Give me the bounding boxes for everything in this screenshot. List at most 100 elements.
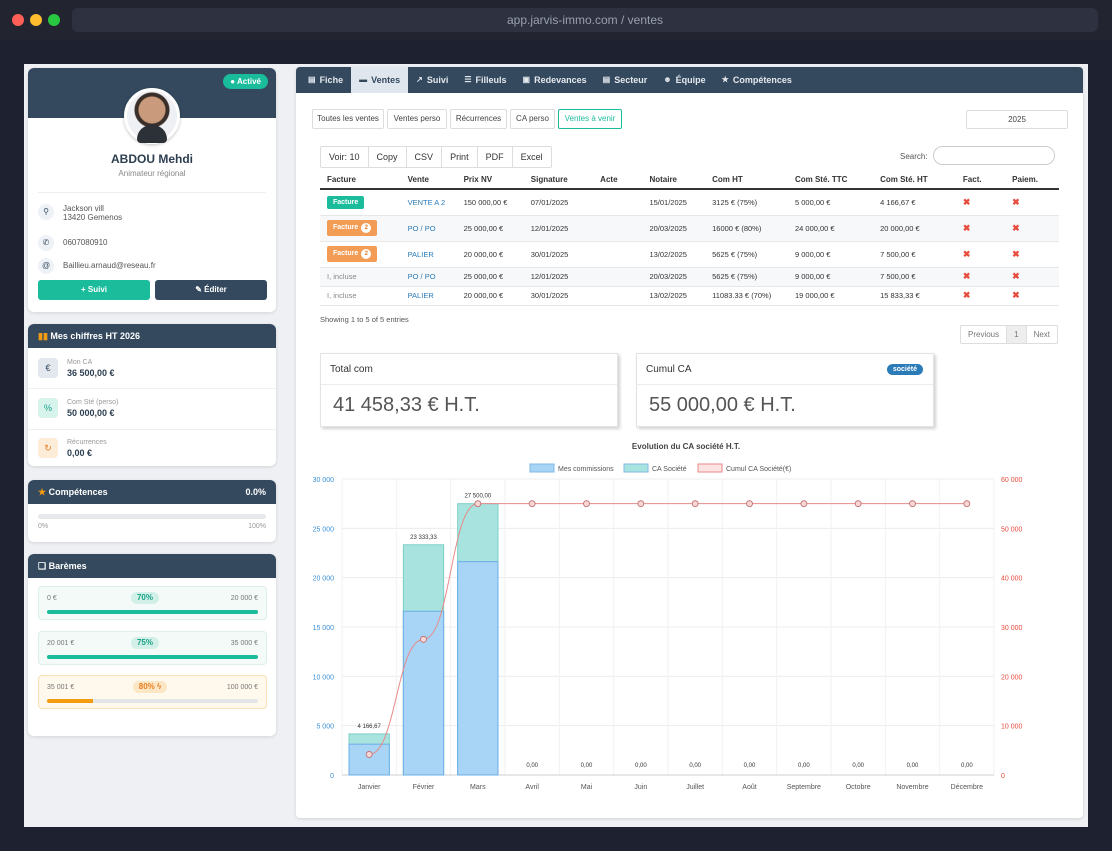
cross-icon[interactable]: ✖ — [1012, 271, 1020, 281]
column-header[interactable]: Signature — [523, 171, 594, 190]
stat-label: Récurrences — [67, 438, 107, 446]
cross-icon[interactable]: ✖ — [1012, 196, 1020, 207]
cross-icon[interactable]: ✖ — [1012, 248, 1020, 259]
page-length-button[interactable]: Voir: 10 — [321, 147, 369, 167]
maximize-window-icon[interactable] — [48, 14, 60, 26]
invoice-tag[interactable]: Facture 2 — [327, 220, 378, 236]
subtab-toutes[interactable]: Toutes les ventes — [312, 109, 384, 129]
column-header[interactable]: Notaire — [642, 171, 706, 190]
data-label: 0,00 — [526, 763, 538, 769]
column-header[interactable]: Fact. — [955, 171, 1006, 190]
table-row[interactable]: I, incluse PALIER 20 000,00 € 30/01/2025 13/… — [320, 286, 1059, 306]
pdf-button[interactable]: PDF — [478, 147, 513, 167]
table-row[interactable]: Facture 2 PALIER 20 000,00 € 30/01/2025 13/02… — [320, 241, 1059, 268]
cross-icon[interactable]: ✖ — [962, 222, 971, 233]
cumul-ca-box: Cumul CA société 55 000,00 € H.T. — [636, 353, 934, 427]
cell-com_sht: 15 833,33 € — [873, 286, 956, 306]
cell-vente: PO / PO — [400, 215, 457, 242]
tab-redevances[interactable]: ▣ Redevances — [515, 67, 595, 93]
tab-ventes[interactable]: ▬ Ventes — [351, 67, 409, 93]
column-header[interactable]: Facture — [320, 171, 401, 190]
cross-icon[interactable]: ✖ — [1012, 290, 1020, 300]
sale-link[interactable]: PO / PO — [407, 223, 436, 233]
column-header[interactable]: Paiem. — [1005, 171, 1059, 190]
subtab-ca-perso[interactable]: CA perso — [510, 109, 555, 129]
next-button[interactable]: Next — [1033, 330, 1051, 339]
cell-fact: ✖ — [955, 215, 1006, 242]
column-header[interactable]: Com Sté. HT — [873, 171, 956, 190]
column-header[interactable]: Com Sté. TTC — [787, 171, 874, 190]
data-label: 0,00 — [907, 763, 919, 769]
y-tick-left: 5 000 — [316, 724, 334, 731]
sale-link[interactable]: PALIER — [407, 291, 434, 300]
cross-icon[interactable]: ✖ — [962, 290, 971, 300]
table-row[interactable]: I, incluse PO / PO 25 000,00 € 12/01/2025 20… — [320, 267, 1059, 287]
tab-label: Ventes — [371, 75, 401, 85]
cross-icon[interactable]: ✖ — [962, 196, 971, 207]
sale-link[interactable]: PALIER — [407, 249, 434, 259]
phone-value[interactable]: 0607080910 — [63, 238, 108, 247]
stat-value: 36 500,00 € — [67, 367, 115, 378]
tab-équipe[interactable]: ☻ Équipe — [655, 67, 713, 93]
suivi-button[interactable]: + Suivi — [38, 280, 150, 300]
sale-link[interactable]: PO / PO — [407, 272, 436, 281]
cross-icon[interactable]: ✖ — [962, 248, 971, 259]
subtab-recurrences[interactable]: Récurrences — [450, 109, 507, 129]
sale-link[interactable]: VENTE A 2 — [407, 197, 446, 207]
tab-label: Secteur — [614, 75, 648, 85]
search-input[interactable] — [933, 146, 1055, 165]
cell-com_sht: 7 500,00 € — [873, 241, 956, 268]
cell-paiem: ✖ — [1005, 241, 1059, 268]
chiffres-card: ▮▮ Mes chiffres HT 2026 € Mon CA 36 500,0… — [28, 324, 276, 466]
cell-fact: ✖ — [955, 241, 1006, 268]
column-header[interactable]: Acte — [593, 171, 643, 190]
table-row[interactable]: Facture 2 PO / PO 25 000,00 € 12/01/2025 20/0… — [320, 215, 1059, 242]
subtab-a-venir[interactable]: Ventes à venir — [558, 109, 622, 129]
close-window-icon[interactable] — [12, 14, 24, 26]
invoice-tag[interactable]: Facture — [327, 195, 365, 209]
tab-secteur[interactable]: ▤ Secteur — [595, 67, 656, 93]
x-tick-label: Mars — [470, 784, 486, 791]
invoice-tag[interactable]: Facture 2 — [327, 246, 378, 262]
column-header[interactable]: Prix NV — [456, 171, 524, 190]
cumul-point — [746, 500, 753, 508]
page-1-button[interactable]: 1 — [1007, 326, 1027, 343]
tab-compétences[interactable]: ★ Compétences — [714, 67, 800, 93]
cell-value: 24 000,00 € — [794, 223, 835, 233]
invoice-label: Facture — [333, 250, 359, 257]
cell-value: 5 000,00 € — [794, 197, 831, 207]
copy-button[interactable]: Copy — [369, 147, 407, 167]
x-tick-label: Février — [413, 784, 435, 791]
subtab-perso[interactable]: Ventes perso — [387, 109, 447, 129]
tab-filleuls[interactable]: ☰ Filleuls — [456, 67, 514, 93]
csv-button[interactable]: CSV — [407, 147, 443, 167]
previous-button[interactable]: Previous — [961, 326, 1008, 343]
cell-value: 11083.33 € (70%) — [712, 291, 772, 300]
email-value[interactable]: Baillieu.arnaud@reseau.fr — [63, 261, 156, 270]
tab-label: Redevances — [534, 75, 587, 85]
location-pin-icon: ⚲ — [38, 204, 54, 220]
competences-title: Compétences — [48, 487, 108, 497]
y-tick-left: 10 000 — [313, 674, 335, 681]
tier-low: 35 001 € — [47, 684, 75, 691]
invoice-label: Facture — [333, 198, 359, 206]
column-header[interactable]: Com HT — [705, 171, 788, 190]
year-select[interactable]: 2025 — [966, 110, 1068, 129]
cell-value: 30/01/2025 — [530, 249, 569, 259]
address-bar[interactable]: app.jarvis-immo.com / ventes — [72, 8, 1098, 32]
cell-facture: Facture — [320, 189, 401, 216]
excel-button[interactable]: Excel — [520, 152, 543, 162]
tab-suivi[interactable]: ↗ Suivi — [408, 67, 456, 93]
column-header[interactable]: Vente — [400, 171, 457, 190]
edit-button[interactable]: ✎ Éditer — [155, 280, 267, 300]
tab-fiche[interactable]: ▤ Fiche — [300, 67, 351, 93]
table-row[interactable]: Facture VENTE A 2 150 000,00 € 07/01/2025 15… — [320, 189, 1059, 216]
stat-recurrences: ↻ Récurrences 0,00 € — [38, 438, 107, 458]
cross-icon[interactable]: ✖ — [1012, 222, 1020, 233]
minimize-window-icon[interactable] — [30, 14, 42, 26]
print-button[interactable]: Print — [442, 147, 478, 167]
cumul-point — [365, 751, 373, 758]
divider — [28, 429, 276, 430]
cross-icon[interactable]: ✖ — [962, 271, 971, 281]
cell-value: 25 000,00 € — [463, 223, 504, 233]
